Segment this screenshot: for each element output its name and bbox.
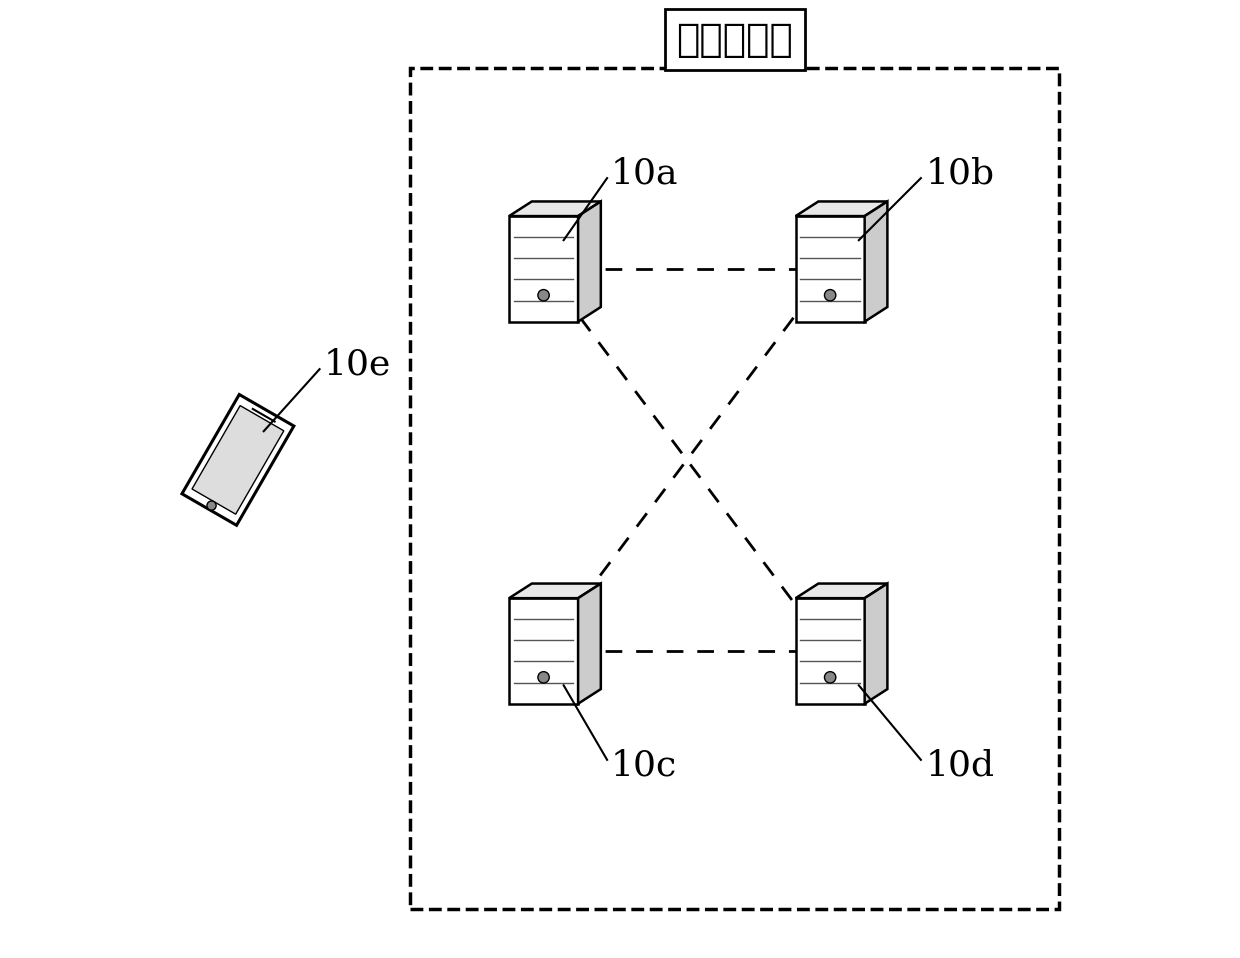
Polygon shape <box>192 405 284 514</box>
Polygon shape <box>796 583 888 598</box>
Text: 10b: 10b <box>926 156 994 191</box>
Polygon shape <box>864 201 888 322</box>
Bar <box>410 68 1059 909</box>
Polygon shape <box>510 201 601 217</box>
Text: 10c: 10c <box>610 748 677 783</box>
Polygon shape <box>864 583 888 704</box>
Circle shape <box>538 672 549 683</box>
Circle shape <box>207 501 216 511</box>
Polygon shape <box>796 201 888 217</box>
Polygon shape <box>182 395 294 525</box>
Text: 10a: 10a <box>610 156 678 191</box>
Text: 区块链网络: 区块链网络 <box>676 21 794 58</box>
Circle shape <box>538 289 549 301</box>
Circle shape <box>825 289 836 301</box>
Polygon shape <box>578 201 601 322</box>
Text: 10e: 10e <box>324 348 392 381</box>
Polygon shape <box>510 217 578 322</box>
Polygon shape <box>578 583 601 704</box>
Polygon shape <box>510 583 601 598</box>
Circle shape <box>825 672 836 683</box>
Polygon shape <box>796 598 864 704</box>
Polygon shape <box>510 598 578 704</box>
Text: 10d: 10d <box>926 748 994 783</box>
Polygon shape <box>796 217 864 322</box>
